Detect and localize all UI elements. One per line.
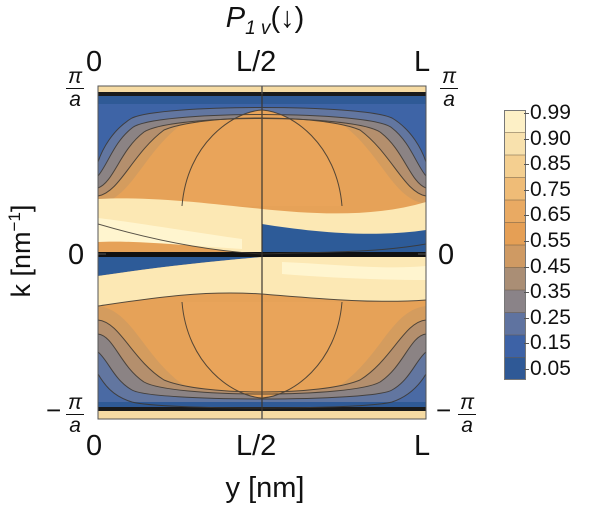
colorbar-band <box>504 155 526 178</box>
colorbar-tick-label: 0.55 <box>530 229 571 252</box>
title-arrow: (↓) <box>270 2 305 34</box>
right-tick-bottom-num: π <box>458 391 477 415</box>
colorbar-tick-mark <box>524 189 529 191</box>
left-tick-zero: 0 <box>68 239 85 271</box>
colorbar-tick-label: 0.90 <box>530 126 571 150</box>
right-tick-bottom-den: a <box>461 414 473 437</box>
colorbar-tick-label: 0.65 <box>530 203 571 227</box>
bottom-tick-l: L <box>414 430 431 462</box>
colorbar-frame <box>504 110 526 380</box>
chart-title: P1 v(↓) <box>200 2 330 40</box>
left-tick-top-num: π <box>66 65 85 89</box>
colorbar-band <box>504 222 526 246</box>
colorbar-tick-mark <box>524 113 529 114</box>
colorbar-tick-label: 0.75 <box>530 177 571 201</box>
title-symbol: P <box>225 2 246 34</box>
upper-band-slate <box>98 94 426 176</box>
colorbar-band <box>504 357 526 380</box>
colorbar-tick-mark <box>524 292 529 294</box>
colorbar-tick-label: 0.05 <box>530 357 571 380</box>
title-subscript: 1 v <box>245 17 271 39</box>
colorbar-tick-mark <box>524 241 529 242</box>
upper-left-bright-tongue <box>98 218 242 249</box>
colorbar-band <box>504 290 526 313</box>
left-tick-minus-pi-over-a: π a <box>66 391 85 437</box>
bottom-tick-0: 0 <box>86 430 103 462</box>
colorbar-band <box>504 245 526 268</box>
colorbar-tick-label: 0.99 <box>530 101 571 124</box>
right-tick-minus-pi-over-a: π a <box>458 391 477 437</box>
colorbar-band <box>504 267 526 291</box>
left-tick-pi-over-a: π a <box>66 65 85 111</box>
right-tick-minus-sign: − <box>436 395 452 425</box>
top-tick-l: L <box>414 46 431 78</box>
colorbar-tick-mark <box>524 369 529 370</box>
top-tick-half: L/2 <box>236 46 277 78</box>
lower-band-gray <box>98 334 426 414</box>
colorbar-tick-label: 0.25 <box>530 305 571 329</box>
x-axis-label: y [nm] <box>225 472 305 504</box>
colorbar-tick-label: 0.85 <box>530 152 571 176</box>
colorbar-tick-mark <box>524 215 529 217</box>
colorbar-band <box>504 110 526 133</box>
colorbar-tick-label: 0.45 <box>530 254 571 278</box>
density-plot <box>97 85 427 420</box>
colorbar-tick-mark <box>524 266 529 268</box>
right-tick-pi-over-a: π a <box>440 65 459 111</box>
colorbar-band <box>504 200 526 223</box>
lower-band-slate <box>98 352 426 414</box>
colorbar-band <box>504 177 526 201</box>
left-tick-bottom-num: π <box>66 391 85 415</box>
upper-right-blue-tongue <box>262 224 426 254</box>
left-tick-top-den: a <box>69 88 81 111</box>
colorbar <box>504 110 526 380</box>
colorbar-tick-mark <box>524 317 529 319</box>
bottom-tick-half: L/2 <box>236 430 277 462</box>
y-axis-label: k [nm−1] <box>5 196 37 306</box>
colorbar-tick-label: 0.15 <box>530 331 571 355</box>
right-tick-top-den: a <box>443 88 455 111</box>
colorbar-band <box>504 335 526 358</box>
colorbar-band <box>504 132 526 156</box>
colorbar-band <box>504 312 526 336</box>
top-tick-0: 0 <box>86 46 103 78</box>
right-tick-top-num: π <box>440 65 459 89</box>
lower-right-bright-tongue <box>282 262 426 280</box>
y-axis-label-main: k [nm <box>6 231 36 298</box>
frame-ticks <box>97 86 427 419</box>
y-axis-label-exponent: −1 <box>5 212 24 232</box>
colorbar-tick-mark <box>524 164 529 166</box>
lower-left-blue-tongue <box>98 257 262 276</box>
right-tick-zero: 0 <box>438 239 455 271</box>
contour-lines <box>98 86 426 419</box>
left-tick-minus-sign: − <box>46 395 62 425</box>
colorbar-tick-label: 0.35 <box>530 280 571 304</box>
colorbar-tick-mark <box>524 138 529 140</box>
colorbar-tick-mark <box>524 343 529 345</box>
left-tick-bottom-den: a <box>69 414 81 437</box>
y-axis-label-close: ] <box>6 204 36 213</box>
